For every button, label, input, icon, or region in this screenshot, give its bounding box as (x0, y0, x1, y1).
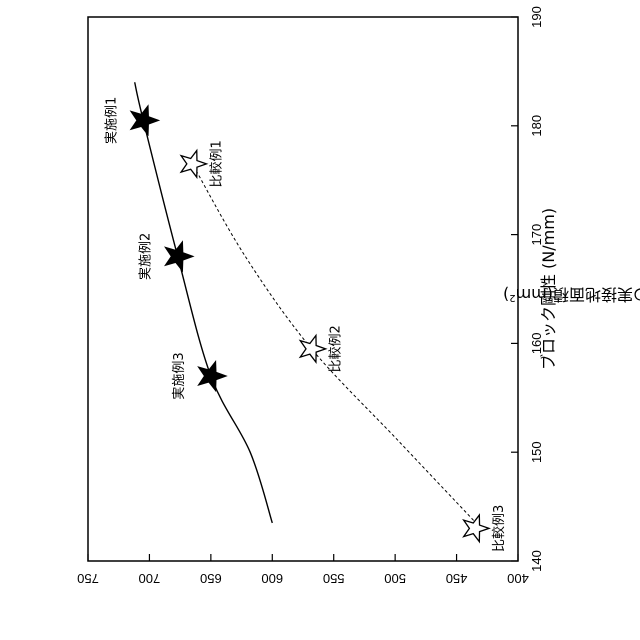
y-axis-ticks: 400 450 500 550 600 650 700 750 (77, 554, 529, 586)
y-tick-label: 600 (261, 571, 283, 586)
y-tick-label: 650 (200, 571, 222, 586)
y-tick-label: 750 (77, 571, 99, 586)
y-tick-label: 550 (323, 571, 345, 586)
point-label: 比較例2 (329, 325, 344, 372)
point-label: 比較例3 (492, 505, 507, 552)
open-star-marker (464, 515, 489, 542)
point-label: 実施例3 (171, 352, 187, 399)
filled-star-marker (199, 362, 226, 391)
series-curves (135, 82, 481, 528)
series-markers (131, 106, 489, 542)
y-axis-title-unit-close: ) (503, 285, 509, 304)
plot-frame (88, 17, 518, 561)
y-axis-title-main: 制動時の実接地面積 (553, 285, 640, 304)
filled-star-marker (166, 242, 193, 271)
point-label: 実施例1 (103, 97, 119, 144)
x-tick-label: 140 (529, 550, 544, 572)
point-labels: 実施例1 実施例2 実施例3 比較例1 比較例2 比較例3 (103, 97, 507, 552)
filled-star-marker (131, 106, 158, 135)
x-tick-label: 180 (529, 115, 544, 137)
y-axis-title-unit: (mm (516, 285, 553, 304)
open-star-marker (181, 151, 206, 178)
y-tick-label: 500 (384, 571, 406, 586)
x-tick-label: 150 (529, 441, 544, 463)
y-tick-label: 400 (507, 571, 529, 586)
point-label: 比較例1 (209, 140, 224, 187)
y-axis-title: 制動時の実接地面積(mm2) (503, 285, 640, 304)
y-tick-label: 700 (139, 571, 161, 586)
example-curve (135, 82, 273, 523)
y-tick-label: 450 (446, 571, 468, 586)
point-label: 実施例2 (138, 233, 154, 280)
x-tick-label: 190 (529, 6, 544, 28)
